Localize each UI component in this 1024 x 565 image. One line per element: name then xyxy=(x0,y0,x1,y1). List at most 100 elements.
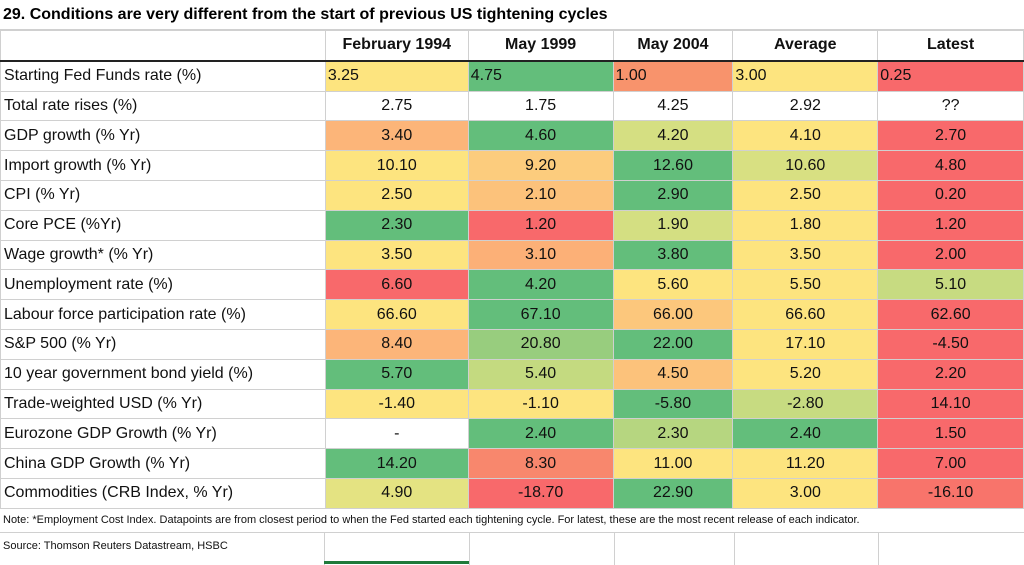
column-header: May 1999 xyxy=(467,29,614,62)
data-cell: 66.00 xyxy=(612,299,734,330)
conditions-table: February 1994 May 1999 May 2004 Average … xyxy=(0,29,1024,509)
grid-line xyxy=(878,533,879,565)
grid-line xyxy=(469,533,470,565)
data-cell: 1.75 xyxy=(467,90,614,122)
data-cell: 3.25 xyxy=(324,60,469,92)
data-cell: 20.80 xyxy=(467,328,614,360)
data-cell: 2.20 xyxy=(877,358,1024,390)
data-cell: 8.40 xyxy=(324,328,469,360)
row-label: 10 year government bond yield (%) xyxy=(0,358,326,390)
data-cell: 4.90 xyxy=(324,477,469,509)
data-cell: 22.00 xyxy=(612,328,734,360)
grid-line xyxy=(734,533,735,565)
data-cell: 1.80 xyxy=(732,209,879,241)
table-row: 10 year government bond yield (%) 5.70 5.4… xyxy=(0,358,1024,390)
data-cell: 9.20 xyxy=(467,150,614,181)
data-cell: -4.50 xyxy=(877,328,1024,360)
table-row: Total rate rises (%) 2.75 1.75 4.25 2.92?? xyxy=(0,90,1024,122)
data-cell: 4.20 xyxy=(467,269,614,301)
data-cell: 2.30 xyxy=(612,418,734,450)
header-label-cell xyxy=(0,29,326,62)
table-row: Unemployment rate (%) 6.60 4.20 5.60 5.50 5.1… xyxy=(0,269,1024,301)
data-cell: 3.40 xyxy=(324,120,469,152)
table-row: Eurozone GDP Growth (% Yr) -2.40 2.30 2.40 1… xyxy=(0,418,1024,450)
header-row: February 1994 May 1999 May 2004 Average … xyxy=(0,29,1024,62)
data-cell: 5.70 xyxy=(324,358,469,390)
data-cell: 7.00 xyxy=(877,448,1024,479)
row-label: Commodities (CRB Index, % Yr) xyxy=(0,477,326,509)
column-header: May 2004 xyxy=(612,29,734,62)
data-cell: 2.00 xyxy=(877,239,1024,271)
row-label: Trade-weighted USD (% Yr) xyxy=(0,388,326,420)
data-cell: 10.10 xyxy=(324,150,469,181)
data-cell: 3.50 xyxy=(732,239,879,271)
data-cell: 1.50 xyxy=(877,418,1024,450)
cell-selection-indicator xyxy=(324,561,469,564)
data-cell: 67.10 xyxy=(467,299,614,330)
data-cell: 62.60 xyxy=(877,299,1024,330)
data-cell: 2.75 xyxy=(324,90,469,122)
data-cell: 66.60 xyxy=(324,299,469,330)
table-row: Core PCE (%Yr) 2.30 1.20 1.90 1.80 1.20 xyxy=(0,209,1024,241)
row-label: Labour force participation rate (%) xyxy=(0,299,326,330)
table-row: CPI (% Yr) 2.50 2.10 2.90 2.50 0.20 xyxy=(0,179,1024,211)
data-cell: 4.75 xyxy=(467,60,614,92)
table-row: Starting Fed Funds rate (%) 3.25 4.75 1.00 3… xyxy=(0,60,1024,92)
data-cell: 10.60 xyxy=(732,150,879,181)
data-cell: 5.40 xyxy=(467,358,614,390)
table-title: 29. Conditions are very different from t… xyxy=(0,0,1024,30)
data-cell: 3.00 xyxy=(732,60,879,92)
data-cell: 6.60 xyxy=(324,269,469,301)
data-cell: 14.20 xyxy=(324,448,469,479)
column-header: February 1994 xyxy=(324,29,469,62)
data-cell: 4.60 xyxy=(467,120,614,152)
data-cell: 1.00 xyxy=(612,60,734,92)
row-label: Unemployment rate (%) xyxy=(0,269,326,301)
column-header: Average xyxy=(732,29,879,62)
data-cell: 11.20 xyxy=(732,448,879,479)
column-header: Latest xyxy=(877,29,1024,62)
table-row: Import growth (% Yr) 10.10 9.20 12.60 10.60 4… xyxy=(0,150,1024,181)
table-row: GDP growth (% Yr) 3.40 4.60 4.20 4.10 2.70 xyxy=(0,120,1024,152)
data-cell: 11.00 xyxy=(612,448,734,479)
row-label: Starting Fed Funds rate (%) xyxy=(0,60,326,92)
data-cell: 8.30 xyxy=(467,448,614,479)
data-cell: 0.25 xyxy=(877,60,1024,92)
data-cell: -5.80 xyxy=(612,388,734,420)
data-cell: 2.90 xyxy=(612,179,734,211)
data-cell: 4.50 xyxy=(612,358,734,390)
data-cell: 4.80 xyxy=(877,150,1024,181)
data-cell: - xyxy=(324,418,469,450)
row-label: GDP growth (% Yr) xyxy=(0,120,326,152)
data-cell: 1.90 xyxy=(612,209,734,241)
data-cell: 0.20 xyxy=(877,179,1024,211)
row-label: Wage growth* (% Yr) xyxy=(0,239,326,271)
data-cell: ?? xyxy=(877,90,1024,122)
row-label: Core PCE (%Yr) xyxy=(0,209,326,241)
table-body: Starting Fed Funds rate (%) 3.25 4.75 1.00 3… xyxy=(0,60,1024,509)
data-cell: 2.40 xyxy=(732,418,879,450)
data-cell: 2.50 xyxy=(732,179,879,211)
data-cell: -2.80 xyxy=(732,388,879,420)
data-cell: 66.60 xyxy=(732,299,879,330)
data-cell: -18.70 xyxy=(467,477,614,509)
data-cell: 2.10 xyxy=(467,179,614,211)
data-cell: 14.10 xyxy=(877,388,1024,420)
data-cell: 17.10 xyxy=(732,328,879,360)
grid-line xyxy=(614,533,615,565)
data-cell: 2.92 xyxy=(732,90,879,122)
row-label: S&P 500 (% Yr) xyxy=(0,328,326,360)
table-row: S&P 500 (% Yr) 8.40 20.80 22.00 17.10 -4.50 xyxy=(0,328,1024,360)
data-cell: 1.20 xyxy=(467,209,614,241)
data-cell: -16.10 xyxy=(877,477,1024,509)
data-cell: 5.60 xyxy=(612,269,734,301)
data-cell: 3.10 xyxy=(467,239,614,271)
data-cell: 5.50 xyxy=(732,269,879,301)
data-cell: 12.60 xyxy=(612,150,734,181)
row-label: China GDP Growth (% Yr) xyxy=(0,448,326,479)
data-cell: 2.40 xyxy=(467,418,614,450)
table-row: Wage growth* (% Yr) 3.50 3.10 3.80 3.50 2.00 xyxy=(0,239,1024,271)
row-label: Total rate rises (%) xyxy=(0,90,326,122)
data-cell: 5.10 xyxy=(877,269,1024,301)
data-cell: 4.20 xyxy=(612,120,734,152)
